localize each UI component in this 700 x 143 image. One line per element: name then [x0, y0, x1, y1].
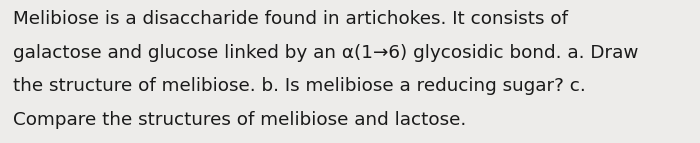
Text: Melibiose is a disaccharide found in artichokes. It consists of: Melibiose is a disaccharide found in art…	[13, 10, 568, 28]
Text: Compare the structures of melibiose and lactose.: Compare the structures of melibiose and …	[13, 111, 466, 129]
Text: galactose and glucose linked by an α(1→6) glycosidic bond. a. Draw: galactose and glucose linked by an α(1→6…	[13, 44, 638, 62]
Text: the structure of melibiose. b. Is melibiose a reducing sugar? c.: the structure of melibiose. b. Is melibi…	[13, 77, 585, 95]
